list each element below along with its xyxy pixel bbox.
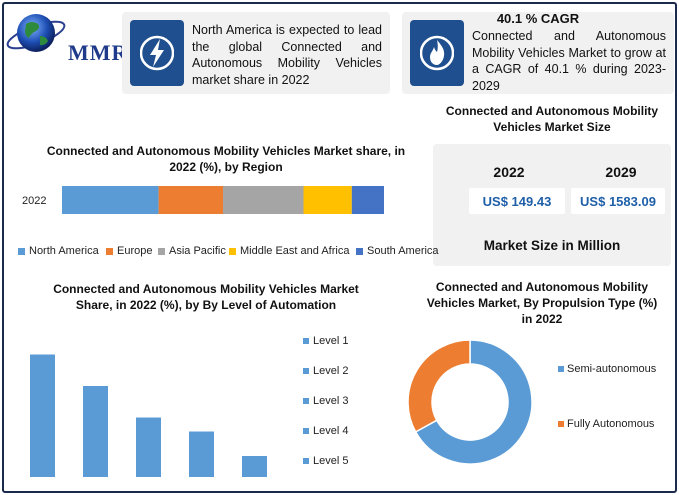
propulsion-slice-semi-autonomous xyxy=(414,339,533,465)
propulsion-donut-chart: Semi-autonomous Fully Autonomous xyxy=(407,339,657,465)
automation-legend-swatch xyxy=(303,428,309,434)
mmr-logo: MMR xyxy=(6,8,127,65)
brand-name: MMR xyxy=(68,40,129,65)
automation-bar-level-4 xyxy=(189,431,214,477)
region-bar-segment-north-america xyxy=(62,186,159,214)
automation-bar-chart: Level 1 Level 2 Level 3 Level 4 Level 5 xyxy=(30,335,348,477)
region-bar-segment-asia-pacific xyxy=(223,186,304,214)
automation-legend-level-3: Level 3 xyxy=(313,395,348,407)
propulsion-legend-fully-autonomous: Fully Autonomous xyxy=(567,418,655,430)
automation-bar-level-3 xyxy=(136,417,161,477)
automation-legend-level-4: Level 4 xyxy=(313,425,348,437)
leading-region-text: North America is expected to lead the gl… xyxy=(192,23,382,87)
region-bar-segment-south-america xyxy=(351,186,384,214)
leading-region-card: North America is expected to lead the gl… xyxy=(122,12,390,94)
automation-bar-level-1 xyxy=(30,354,55,477)
automation-legend-level-5: Level 5 xyxy=(313,455,348,467)
region-category-label: 2022 xyxy=(22,195,46,207)
legend-swatch xyxy=(158,247,165,255)
region-legend-europe: Europe xyxy=(106,245,152,257)
legend-label: North America xyxy=(29,245,99,257)
cagr-title: 40.1 % CAGR xyxy=(496,11,580,26)
propulsion-slice-fully-autonomous xyxy=(407,339,471,433)
legend-swatch xyxy=(18,247,25,255)
region-bar-segment-europe xyxy=(158,186,223,214)
flame-icon-tile xyxy=(410,20,464,86)
legend-label: Asia Pacific xyxy=(169,245,226,257)
automation-chart-title: Connected and Autonomous Mobility Vehicl… xyxy=(53,282,359,312)
region-bar-segment-middle-east-and-africa xyxy=(303,186,352,214)
automation-legend-swatch xyxy=(303,458,309,464)
automation-bar-level-2 xyxy=(83,386,108,477)
market-size-title: Connected and Autonomous Mobility Vehicl… xyxy=(445,104,659,134)
legend-swatch xyxy=(229,247,236,255)
year-2029-label: 2029 xyxy=(605,164,637,180)
automation-bar-level-5 xyxy=(242,456,267,477)
lightning-icon xyxy=(140,35,174,71)
propulsion-legend-semi-autonomous: Semi-autonomous xyxy=(567,363,657,375)
cagr-card: Connected and Autonomous Mobility Vehicl… xyxy=(402,12,674,94)
globe-icon xyxy=(6,14,66,52)
region-legend-middle-east-and-africa: Middle East and Africa xyxy=(229,245,349,257)
market-size-card: 2022 2029 US$ 149.43 US$ 1583.09 Market … xyxy=(433,144,671,266)
region-legend-south-america: South America xyxy=(356,245,439,257)
propulsion-legend-swatch xyxy=(558,366,564,372)
automation-legend-swatch xyxy=(303,338,309,344)
legend-label: South America xyxy=(367,245,439,257)
propulsion-chart-title: Connected and Autonomous Mobility Vehicl… xyxy=(426,280,658,326)
automation-legend-swatch xyxy=(303,398,309,404)
year-2022-label: 2022 xyxy=(493,164,525,180)
legend-label: Middle East and Africa xyxy=(240,245,350,257)
flame-icon xyxy=(420,35,454,71)
value-2029: US$ 1583.09 xyxy=(571,188,665,214)
legend-label: Europe xyxy=(117,245,153,257)
legend-swatch xyxy=(356,247,363,255)
legend-swatch xyxy=(106,247,113,255)
market-size-unit-label: Market Size in Million xyxy=(483,238,621,253)
region-chart-title: Connected and Autonomous Mobility Vehicl… xyxy=(46,144,406,174)
lightning-icon-tile xyxy=(130,20,184,86)
automation-legend-level-1: Level 1 xyxy=(313,335,348,347)
automation-legend-swatch xyxy=(303,368,309,374)
value-2022: US$ 149.43 xyxy=(469,188,565,214)
region-stacked-bar-chart: 2022 xyxy=(22,186,384,214)
automation-legend-level-2: Level 2 xyxy=(313,365,348,377)
region-legend-north-america: North America xyxy=(18,245,99,257)
propulsion-legend-swatch xyxy=(558,421,564,427)
region-legend-asia-pacific: Asia Pacific xyxy=(158,245,226,257)
cagr-text: Connected and Autonomous Mobility Vehicl… xyxy=(472,29,666,93)
